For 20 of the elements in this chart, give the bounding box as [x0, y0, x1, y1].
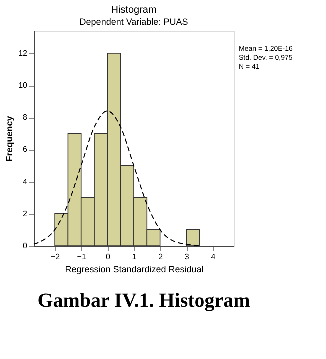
chart-title: Histogram: [111, 5, 157, 16]
text: Gambar IV.1. Histogram: [38, 290, 251, 312]
line-series: [34, 110, 200, 246]
y-axis-title: Frequency: [4, 116, 15, 162]
y-tick-label: 0: [23, 242, 28, 250]
x-axis-title: Regression Standardized Residual: [65, 264, 204, 274]
y-tick-label: 2: [23, 209, 28, 218]
x-tick-label: 3: [184, 252, 190, 262]
y-tick-label: 8: [23, 113, 28, 122]
x-tick-label: 0: [106, 252, 111, 262]
y-tick-label: 4: [23, 177, 28, 186]
y-tick-label: 12: [18, 48, 28, 58]
x-tick-label: 4: [211, 252, 216, 262]
x-tick-label: 1: [132, 252, 138, 262]
x-tick-label: 2: [158, 252, 164, 262]
y-tick-label: 10: [18, 81, 28, 90]
x-tick-label: −1: [77, 252, 87, 262]
chart-subtitle: Dependent Variable: PUAS: [80, 17, 188, 27]
y-tick-label: 6: [23, 145, 28, 154]
x-tick-label: −2: [50, 252, 61, 262]
